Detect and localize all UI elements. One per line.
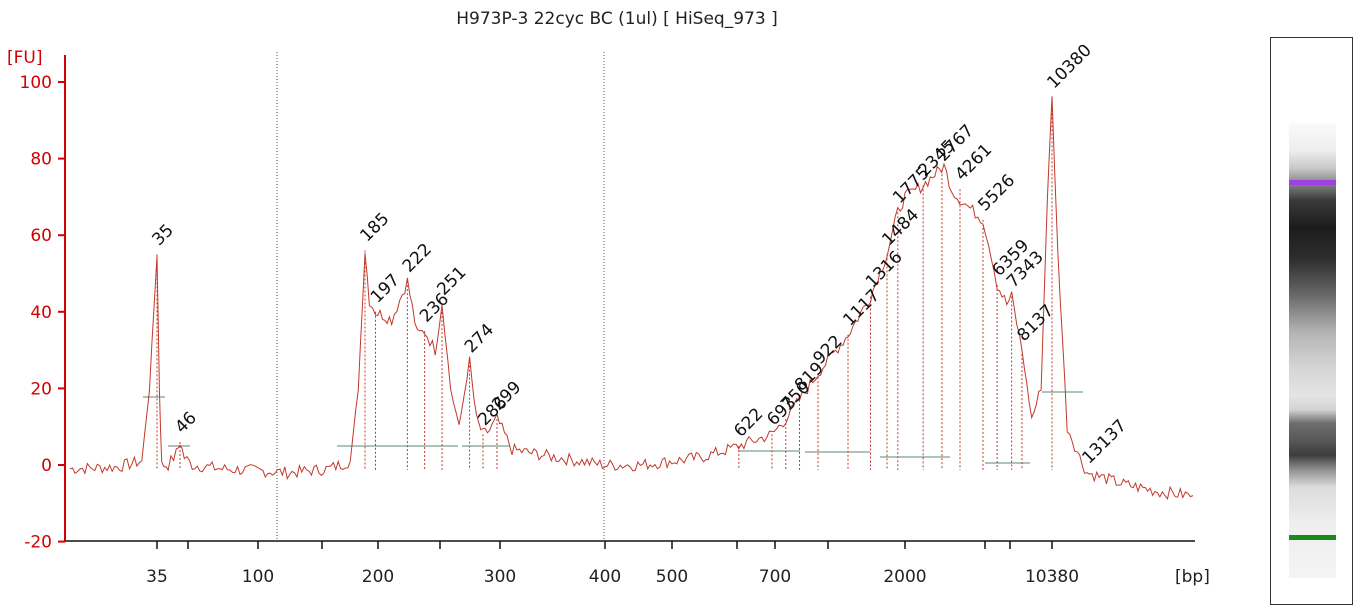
peak-label: 13137 <box>1078 416 1130 468</box>
y-tick-label: 60 <box>30 226 52 246</box>
peak-label: 222 <box>399 240 436 277</box>
peak-label: 8137 <box>1013 301 1058 346</box>
peak-label: 197 <box>367 270 404 307</box>
x-tick-label: 200 <box>362 567 394 587</box>
electropherogram-trace <box>69 96 1194 500</box>
peak-label: 10380 <box>1043 40 1095 92</box>
y-tick-label: 80 <box>30 150 52 170</box>
x-tick-label: 700 <box>759 567 791 587</box>
x-tick-label: 100 <box>242 567 274 587</box>
x-axis-label: [bp] <box>1175 567 1210 587</box>
peak-label: 1316 <box>862 247 907 292</box>
chart-title: H973P-3 22cyc BC (1ul) [ HiSeq_973 ] <box>456 9 777 29</box>
peak-label: 46 <box>171 408 200 437</box>
peak-label: 1117 <box>839 286 884 331</box>
y-tick-label: -20 <box>24 533 52 553</box>
gel-band-lower-marker <box>1289 535 1336 540</box>
y-tick-label: 100 <box>20 73 52 93</box>
gel-image <box>1270 37 1353 605</box>
gel-lane <box>1289 123 1336 578</box>
peak-label: 185 <box>356 209 393 246</box>
x-tick-label: 2000 <box>883 567 926 587</box>
gel-band-upper-marker <box>1289 180 1336 185</box>
peak-label: 1484 <box>878 205 923 250</box>
x-tick-label: 300 <box>484 567 516 587</box>
peak-label: 35 <box>148 220 177 249</box>
x-tick-label: 400 <box>589 567 621 587</box>
peak-label: 274 <box>461 320 498 357</box>
y-axis-label: [FU] <box>7 48 43 68</box>
x-tick-label: 35 <box>146 567 168 587</box>
x-tick-label: 10380 <box>1025 567 1079 587</box>
x-tick-label: 500 <box>656 567 688 587</box>
peak-label: 622 <box>730 404 767 441</box>
peak-label: 5526 <box>974 171 1019 216</box>
electropherogram: H973P-3 22cyc BC (1ul) [ HiSeq_973 ] [FU… <box>7 9 1210 587</box>
y-tick-label: 20 <box>30 379 52 399</box>
y-tick-label: 40 <box>30 303 52 323</box>
y-tick-label: 0 <box>41 456 52 476</box>
